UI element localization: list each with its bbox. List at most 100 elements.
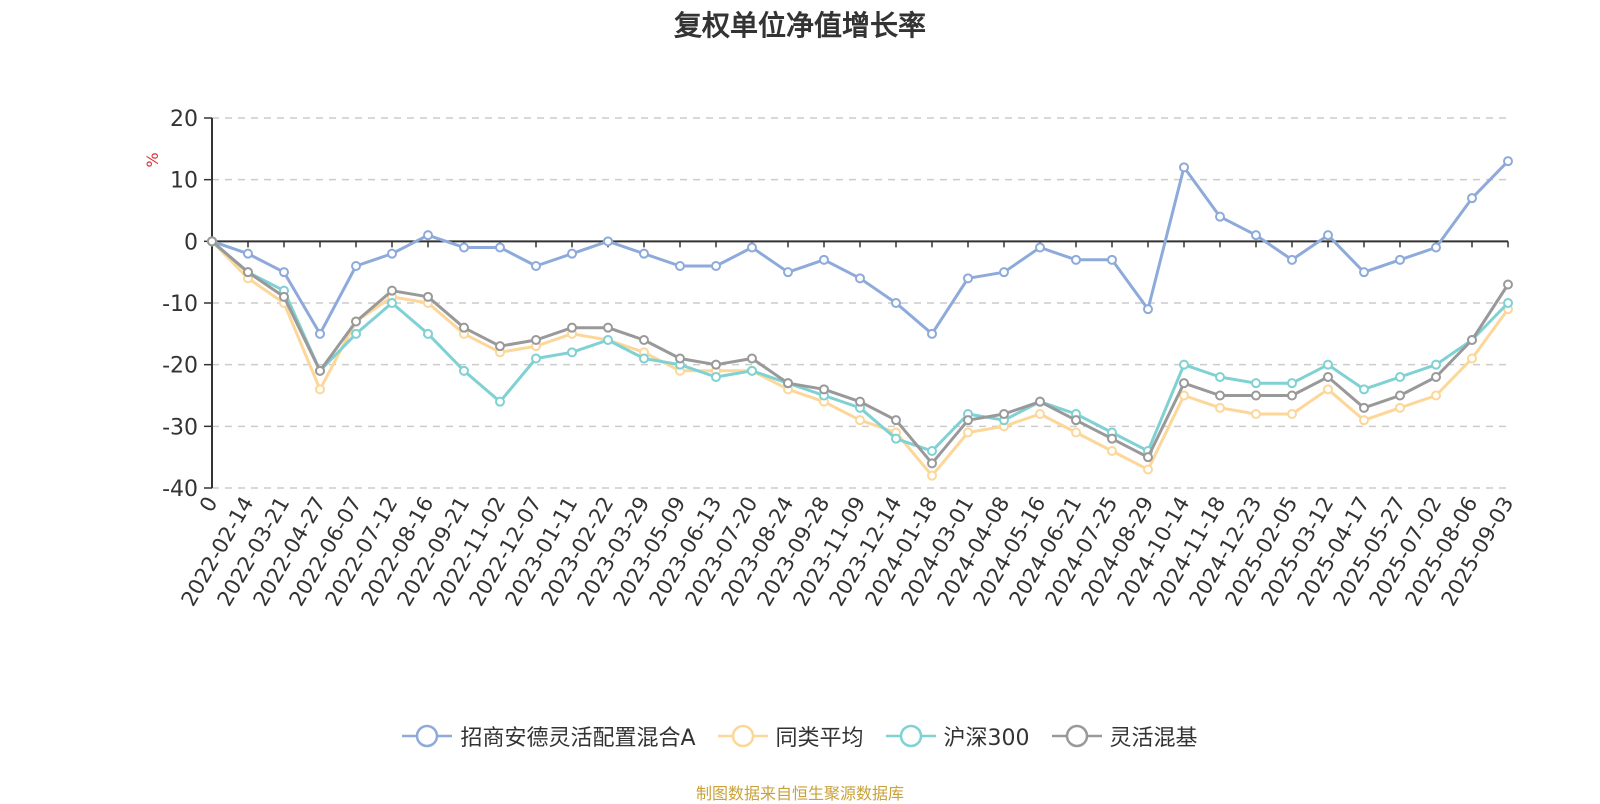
data-point [351, 316, 361, 327]
data-point [639, 353, 649, 364]
data-point [999, 267, 1009, 278]
data-point [1215, 372, 1225, 382]
legend-marker-icon [717, 724, 768, 748]
data-point [1215, 211, 1225, 222]
data-point [315, 384, 325, 395]
legend-label: 同类平均 [775, 726, 864, 751]
data-point [531, 335, 541, 345]
data-point [1503, 298, 1513, 308]
data-point [531, 353, 541, 364]
data-point [1287, 409, 1297, 419]
legend-label: 灵活混基 [1109, 726, 1198, 751]
data-point [567, 347, 577, 358]
data-point [1503, 156, 1513, 167]
data-point [603, 335, 613, 345]
data-point [1143, 304, 1153, 315]
data-point [891, 433, 901, 444]
data-point [999, 409, 1009, 419]
data-point [1035, 396, 1045, 407]
y-tick-label: -40 [162, 477, 198, 502]
data-point [1467, 335, 1477, 345]
data-point [819, 254, 829, 265]
data-point [711, 372, 721, 382]
data-point [459, 322, 469, 333]
data-point [963, 427, 973, 438]
data-point [1323, 230, 1333, 241]
y-axis-label: % [143, 152, 162, 167]
data-point [1179, 359, 1189, 370]
y-tick-label: 20 [170, 107, 198, 132]
data-point [495, 341, 505, 352]
data-point [1035, 409, 1045, 419]
series-line-0 [211, 160, 1510, 336]
data-point [567, 322, 577, 333]
x-tick-label: 0 [195, 493, 222, 517]
data-point [927, 446, 937, 456]
y-tick-label: -20 [162, 354, 198, 379]
y-tick-label: -10 [162, 292, 198, 317]
legend-item-2[interactable]: 沪深300 [885, 720, 1030, 752]
data-point [459, 242, 469, 253]
data-point [1179, 162, 1189, 173]
source-note: 制图数据来自恒生聚源数据库 [695, 784, 904, 803]
data-point [927, 470, 937, 481]
data-point [351, 261, 361, 271]
data-point [855, 273, 865, 284]
data-point [711, 359, 721, 370]
data-point [387, 248, 397, 259]
grid-lines [212, 117, 1508, 489]
y-tick-label: 10 [170, 169, 198, 194]
data-point [1071, 254, 1081, 265]
data-point [279, 291, 289, 302]
data-point [891, 298, 901, 308]
data-point [459, 365, 469, 376]
data-point [279, 267, 289, 278]
data-point [1287, 378, 1297, 389]
data-point [387, 285, 397, 296]
data-point [1467, 353, 1477, 364]
data-point [1323, 384, 1333, 395]
data-point [315, 365, 325, 376]
legend-marker-icon [402, 724, 453, 748]
legend-item-0[interactable]: 招商安德灵活配置混合A [402, 720, 696, 752]
data-point [1251, 230, 1261, 241]
data-point [1287, 254, 1297, 265]
data-point [1071, 427, 1081, 438]
legend-item-1[interactable]: 同类平均 [717, 720, 864, 752]
data-point [1107, 254, 1117, 265]
chart-title: 复权单位净值增长率 [673, 9, 926, 42]
data-point [1143, 452, 1153, 463]
data-point [783, 267, 793, 278]
data-point [1323, 372, 1333, 382]
legend-marker-icon [1051, 724, 1102, 748]
data-point [603, 322, 613, 333]
data-point [675, 353, 685, 364]
legend-label: 招商安德灵活配置混合A [460, 726, 696, 751]
data-point [783, 378, 793, 389]
data-point [1431, 242, 1441, 253]
data-point [495, 242, 505, 253]
data-point [423, 328, 433, 339]
data-point [1395, 372, 1405, 382]
data-point [531, 261, 541, 271]
data-point [819, 384, 829, 395]
data-point [1215, 402, 1225, 413]
data-point [1179, 378, 1189, 389]
data-point [1359, 384, 1369, 395]
data-point [927, 458, 937, 469]
data-point [1323, 359, 1333, 370]
data-point [1215, 390, 1225, 401]
data-point [1359, 415, 1369, 426]
legend-marker-icon [885, 724, 936, 748]
data-point [675, 261, 685, 271]
legend-item-3[interactable]: 灵活混基 [1051, 720, 1198, 752]
data-point [1431, 390, 1441, 401]
data-point [855, 396, 865, 407]
data-point [747, 365, 757, 376]
y-tick-label: -30 [162, 415, 198, 440]
data-point [1107, 446, 1117, 456]
data-point [1287, 390, 1297, 401]
y-tick-label: 0 [184, 230, 198, 255]
data-point [495, 396, 505, 407]
